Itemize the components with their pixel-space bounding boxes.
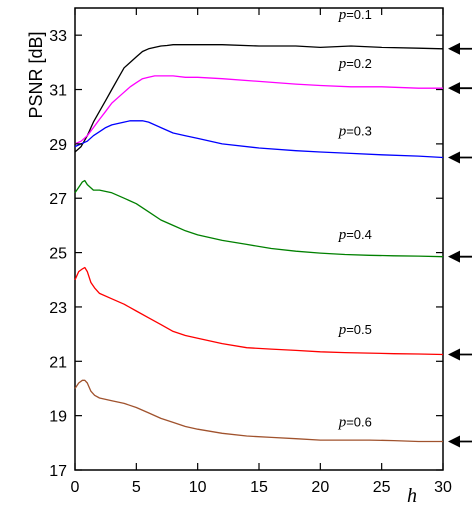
series-lines <box>74 44 444 443</box>
limit-arrow-4 <box>448 250 472 263</box>
limit-arrow-5 <box>448 348 472 361</box>
series-label-5: p=0.5 <box>338 322 372 338</box>
series-label-symbol: p <box>338 7 347 23</box>
series-label-symbol: p <box>338 124 347 140</box>
series-line-6 <box>74 379 443 443</box>
series-line-4 <box>74 179 444 258</box>
series-line-3 <box>74 120 444 159</box>
series-label-value: =0.6 <box>346 415 372 430</box>
y-tick-label: 33 <box>49 28 67 45</box>
limit-arrow-2 <box>448 82 472 95</box>
x-tick-label: 5 <box>132 479 141 496</box>
series-label-value: =0.1 <box>346 7 372 22</box>
y-axis-label: PSNR [dB] <box>26 31 46 118</box>
y-tick-label: 25 <box>49 246 67 263</box>
x-tick-label: 10 <box>189 479 207 496</box>
series-line-1 <box>74 44 444 153</box>
limit-arrow-1 <box>448 42 472 55</box>
arrow-markers <box>448 42 472 448</box>
plot-border <box>74 7 444 471</box>
series-label-value: =0.2 <box>346 56 372 71</box>
x-axis-label: h <box>407 485 417 507</box>
x-tick-label: 15 <box>250 479 268 496</box>
y-tick-label: 29 <box>49 137 67 154</box>
limit-arrow-3 <box>448 151 472 164</box>
series-label-6: p=0.6 <box>338 415 372 431</box>
y-tick-label: 17 <box>49 463 67 480</box>
series-label-value: =0.3 <box>346 124 372 139</box>
plot-area <box>74 7 444 471</box>
x-tick-label: 30 <box>434 479 452 496</box>
y-tick-label: 23 <box>49 300 67 317</box>
series-label-symbol: p <box>338 415 347 431</box>
limit-arrow-6 <box>448 435 472 448</box>
x-tick-label: 25 <box>373 479 391 496</box>
y-tick-label: 27 <box>49 191 67 208</box>
series-label-symbol: p <box>338 56 347 72</box>
series-label-2: p=0.2 <box>338 56 372 72</box>
series-line-5 <box>74 266 444 356</box>
series-label-1: p=0.1 <box>338 7 372 23</box>
axis-ticks: 0 5 10 15 20 25 30 17 19 21 23 25 27 29 31 33 <box>49 8 452 496</box>
x-tick-label: 0 <box>71 479 80 496</box>
series-label-3: p=0.3 <box>338 124 372 140</box>
y-tick-label: 21 <box>49 354 67 371</box>
series-label-symbol: p <box>338 322 347 338</box>
y-tick-label: 31 <box>49 83 67 100</box>
y-tick-label: 19 <box>49 409 67 426</box>
series-label-value: =0.4 <box>346 227 372 242</box>
series-label-4: p=0.4 <box>338 227 372 243</box>
series-label-value: =0.5 <box>346 322 372 337</box>
series-labels: p=0.1p=0.2p=0.3p=0.4p=0.5p=0.6 <box>338 7 372 431</box>
series-line-2 <box>74 75 443 145</box>
x-tick-label: 20 <box>311 479 329 496</box>
series-label-symbol: p <box>338 227 347 243</box>
